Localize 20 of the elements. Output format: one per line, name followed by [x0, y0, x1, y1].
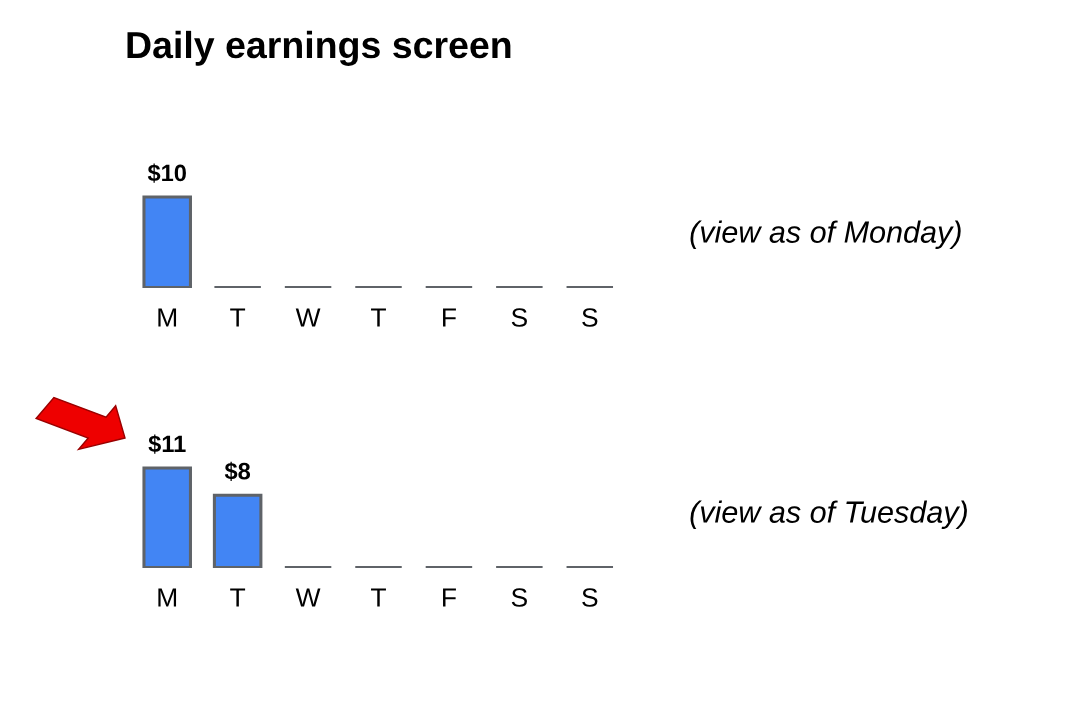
- x-tick-label: S: [582, 308, 598, 327]
- text: (view as of Tuesday): [690, 500, 967, 529]
- x-tick-label: T: [371, 308, 386, 327]
- x-tick-label: F: [443, 588, 456, 607]
- x-tick-label: M: [158, 308, 177, 327]
- x-tick-label: S: [511, 588, 527, 607]
- x-tick-label: T: [230, 588, 246, 607]
- x-tick-label: W: [295, 588, 321, 607]
- x-tick-label: T: [371, 588, 386, 607]
- chart-title: Daily earnings screen: [127, 30, 511, 66]
- data-label: $10: [147, 163, 186, 183]
- x-tick-label: F: [443, 308, 456, 327]
- text: (view as of Monday): [690, 220, 961, 249]
- x-tick-label: S: [582, 588, 598, 607]
- data-label: $11: [148, 434, 186, 454]
- data-label: $8: [224, 461, 251, 482]
- x-tick-label: S: [511, 308, 527, 327]
- x-tick-label: T: [230, 308, 246, 327]
- x-tick-label: M: [158, 588, 177, 607]
- x-tick-label: W: [295, 308, 321, 327]
